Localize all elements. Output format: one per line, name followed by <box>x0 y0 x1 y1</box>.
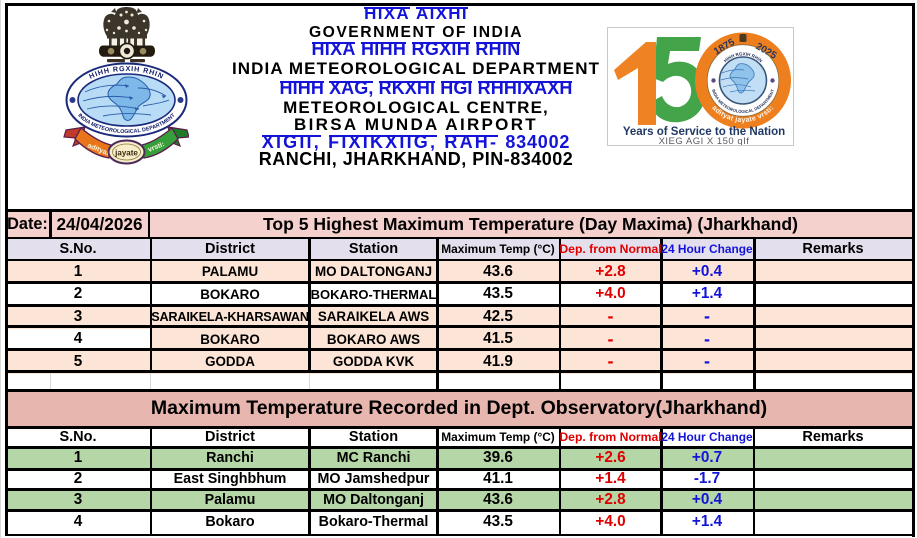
svg-text:jayate: jayate <box>114 149 138 158</box>
svg-text:XIEG AGI X 150 qIf: XIEG AGI X 150 qIf <box>659 136 750 145</box>
svg-text:Years of Service to the Nation: Years of Service to the Nation <box>623 126 785 138</box>
